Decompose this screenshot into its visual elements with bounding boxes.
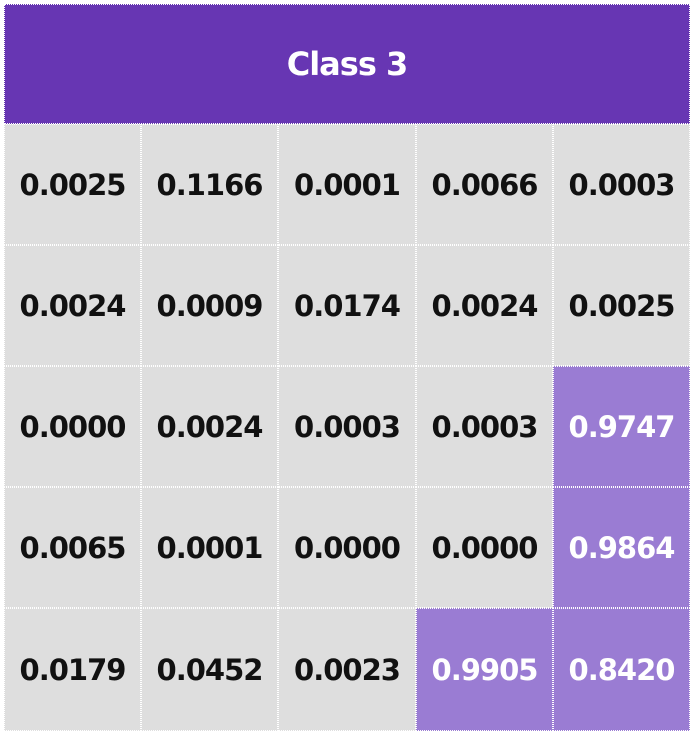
heatmap-cell-r2-c5: 0.0025 <box>553 245 690 366</box>
table-title: Class 3 <box>286 45 409 83</box>
heatmap-cell-r4-c1: 0.0065 <box>4 487 141 608</box>
heatmap-cell-r4-c5: 0.9864 <box>553 487 690 608</box>
heatmap-cell-r2-c2: 0.0009 <box>141 245 278 366</box>
heatmap-cell-r3-c2: 0.0024 <box>141 366 278 487</box>
heatmap-cell-r1-c4: 0.0066 <box>416 124 553 245</box>
heatmap-table: Class 3 0.0025 0.1166 0.0001 0.0066 0.0003 0.… <box>4 4 690 731</box>
heatmap-cell-r1-c5: 0.0003 <box>553 124 690 245</box>
heatmap-cell-r4-c4: 0.0000 <box>416 487 553 608</box>
heatmap-cell-r5-c2: 0.0452 <box>141 608 278 731</box>
heatmap-cell-r1-c1: 0.0025 <box>4 124 141 245</box>
heatmap-cell-r3-c5: 0.9747 <box>553 366 690 487</box>
heatmap-cell-r5-c4: 0.9905 <box>416 608 553 731</box>
heatmap-cell-r2-c4: 0.0024 <box>416 245 553 366</box>
heatmap-cell-r5-c3: 0.0023 <box>278 608 416 731</box>
heatmap-cell-r3-c1: 0.0000 <box>4 366 141 487</box>
heatmap-cell-r3-c3: 0.0003 <box>278 366 416 487</box>
heatmap-cell-r2-c3: 0.0174 <box>278 245 416 366</box>
heatmap-cell-r5-c5: 0.8420 <box>553 608 690 731</box>
heatmap-cell-r1-c3: 0.0001 <box>278 124 416 245</box>
heatmap-cell-r3-c4: 0.0003 <box>416 366 553 487</box>
heatmap-cell-r4-c2: 0.0001 <box>141 487 278 608</box>
heatmap-cell-r4-c3: 0.0000 <box>278 487 416 608</box>
table-header: Class 3 <box>4 4 690 124</box>
heatmap-cell-r2-c1: 0.0024 <box>4 245 141 366</box>
heatmap-cell-r5-c1: 0.0179 <box>4 608 141 731</box>
heatmap-cell-r1-c2: 0.1166 <box>141 124 278 245</box>
